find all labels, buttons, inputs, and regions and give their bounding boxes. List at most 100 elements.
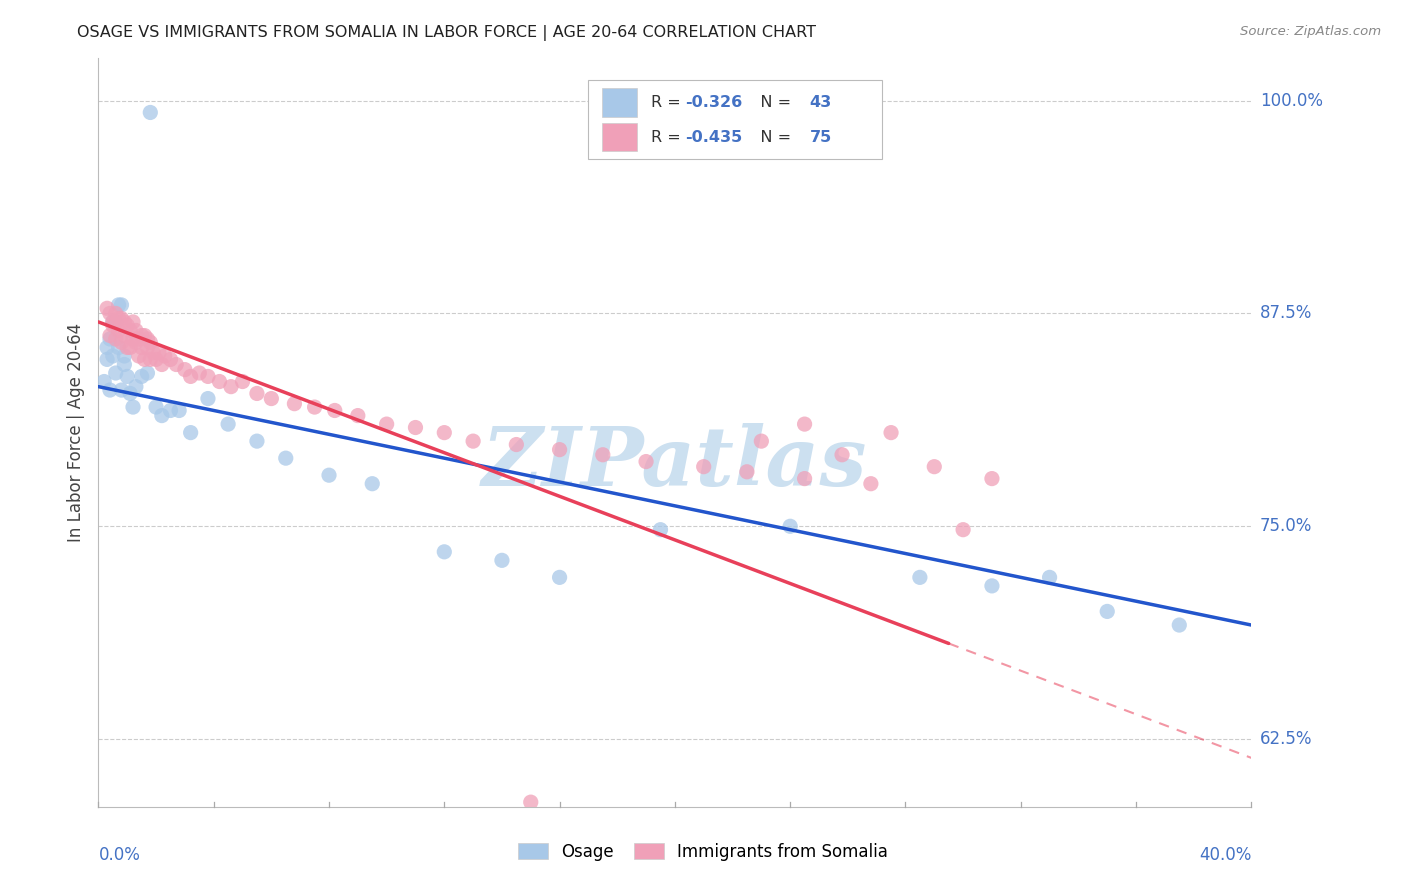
Text: N =: N = [745, 95, 796, 110]
Point [433, 545, 456, 559]
Point [323, 403, 346, 417]
Point [231, 375, 254, 389]
Point [112, 358, 135, 372]
Point [735, 465, 758, 479]
Point [246, 386, 269, 401]
Text: 62.5%: 62.5% [1260, 731, 1312, 748]
Point [107, 341, 129, 355]
Text: Source: ZipAtlas.com: Source: ZipAtlas.com [1240, 25, 1381, 38]
Point [636, 454, 658, 468]
Point [142, 345, 165, 359]
Point [908, 570, 931, 584]
Point [283, 397, 305, 411]
Point [159, 352, 181, 367]
Point [145, 352, 167, 367]
Point [180, 425, 202, 440]
Point [650, 523, 672, 537]
Point [548, 442, 571, 457]
Text: OSAGE VS IMMIGRANTS FROM SOMALIA IN LABOR FORCE | AGE 20-64 CORRELATION CHART: OSAGE VS IMMIGRANTS FROM SOMALIA IN LABO… [77, 25, 817, 41]
Point [405, 420, 427, 434]
Point [131, 328, 153, 343]
Point [107, 323, 129, 337]
Legend: Osage, Immigrants from Somalia: Osage, Immigrants from Somalia [512, 837, 894, 868]
Text: -0.326: -0.326 [685, 95, 742, 110]
Point [894, 843, 917, 857]
Text: 75: 75 [810, 129, 832, 145]
Point [375, 417, 398, 431]
Point [981, 472, 1004, 486]
Point [112, 349, 135, 363]
Text: 75.0%: 75.0% [1260, 517, 1312, 535]
Point [110, 383, 132, 397]
Point [134, 328, 156, 343]
Point [145, 400, 167, 414]
Point [1097, 604, 1119, 618]
Point [197, 392, 219, 406]
Point [208, 375, 231, 389]
Point [131, 341, 153, 355]
Point [107, 311, 129, 326]
Point [180, 369, 202, 384]
Text: 43: 43 [810, 95, 832, 110]
Point [136, 341, 159, 355]
Point [924, 459, 946, 474]
Point [120, 341, 142, 355]
Point [104, 306, 127, 320]
Point [981, 579, 1004, 593]
Point [219, 379, 242, 393]
FancyBboxPatch shape [589, 80, 883, 159]
Point [188, 366, 211, 380]
Point [461, 434, 484, 449]
Point [134, 352, 156, 367]
Point [112, 315, 135, 329]
Point [104, 332, 127, 346]
Point [98, 383, 121, 397]
Point [110, 298, 132, 312]
Point [120, 323, 142, 337]
Point [148, 345, 170, 359]
Text: 40.0%: 40.0% [1199, 847, 1251, 864]
Point [110, 311, 132, 326]
Point [693, 459, 716, 474]
Point [174, 362, 197, 376]
Point [346, 409, 368, 423]
Point [122, 315, 145, 329]
Point [260, 392, 283, 406]
Point [104, 315, 127, 329]
Point [491, 553, 513, 567]
Point [159, 403, 181, 417]
Point [98, 306, 121, 320]
Point [664, 885, 686, 892]
Point [125, 335, 148, 350]
Text: -0.435: -0.435 [685, 129, 742, 145]
Text: N =: N = [745, 129, 796, 145]
Point [96, 301, 118, 316]
Point [101, 349, 124, 363]
Point [361, 476, 384, 491]
Point [150, 409, 173, 423]
Point [1168, 618, 1191, 632]
Point [167, 403, 190, 417]
Point [1039, 570, 1062, 584]
Point [101, 315, 124, 329]
Point [505, 437, 527, 451]
Point [548, 570, 571, 584]
Point [831, 448, 853, 462]
Point [117, 369, 139, 384]
Point [150, 358, 173, 372]
Point [165, 358, 187, 372]
Point [122, 332, 145, 346]
Point [117, 341, 139, 355]
Point [139, 352, 162, 367]
Point [136, 366, 159, 380]
Text: 100.0%: 100.0% [1260, 92, 1323, 110]
Point [112, 328, 135, 343]
Point [128, 332, 150, 346]
Point [125, 379, 148, 393]
Point [128, 349, 150, 363]
Point [125, 323, 148, 337]
FancyBboxPatch shape [602, 88, 637, 117]
Point [104, 366, 127, 380]
FancyBboxPatch shape [602, 123, 637, 152]
Point [96, 352, 118, 367]
